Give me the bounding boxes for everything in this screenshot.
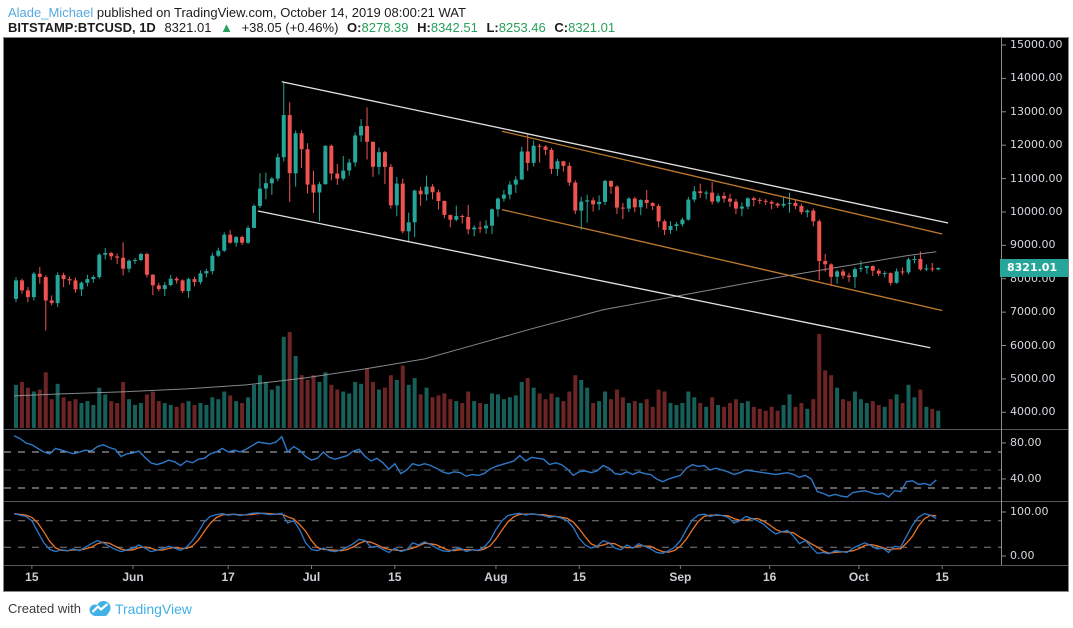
symbol-name: BITSTAMP:BTCUSD, 1D	[8, 20, 156, 35]
candles	[14, 82, 941, 331]
symbol-info-bar: BITSTAMP:BTCUSD, 1D 8321.01 ▲ +38.05 (+0…	[8, 20, 615, 35]
chart-area[interactable]: 15000.00 14000.00 13000.00 12000.00 11000.00…	[3, 37, 1069, 592]
footer: Created with TradingView	[8, 600, 192, 617]
close-key: C:	[554, 20, 569, 35]
low-value: 8253.46	[498, 20, 546, 35]
last-price-label: 8321.01	[1000, 259, 1068, 278]
chart-canvas	[4, 38, 1068, 569]
trend-line-white[interactable]	[257, 210, 931, 349]
last-price: 8321.01	[164, 20, 212, 35]
low-key: L:	[486, 20, 499, 35]
trend-line-orange[interactable]	[501, 208, 943, 312]
up-arrow-icon: ▲	[220, 20, 233, 35]
tradingview-brand-link[interactable]: TradingView	[114, 600, 193, 617]
tradingview-logo-icon[interactable]	[88, 600, 112, 617]
username-link[interactable]: Alade_Michael	[8, 5, 94, 20]
byline: Alade_Michael published on TradingView.c…	[8, 5, 466, 20]
stoch-d-line	[13, 512, 937, 554]
close-value: 8321.01	[568, 20, 616, 35]
ma-line	[13, 251, 937, 397]
open-value: 8278.39	[361, 20, 409, 35]
rsi-line	[13, 435, 937, 498]
open-key: O:	[347, 20, 362, 35]
byline-text: published on TradingView.com, October 14…	[96, 5, 466, 20]
trend-line-white[interactable]	[281, 81, 949, 224]
high-value: 8342.51	[430, 20, 478, 35]
price-change: +38.05 (+0.46%)	[241, 20, 339, 35]
stoch-k-line	[13, 512, 937, 555]
volume-bars	[14, 332, 941, 428]
high-key: H:	[417, 20, 431, 35]
trend-line-orange[interactable]	[501, 130, 943, 235]
created-with-text: Created with	[8, 601, 81, 616]
